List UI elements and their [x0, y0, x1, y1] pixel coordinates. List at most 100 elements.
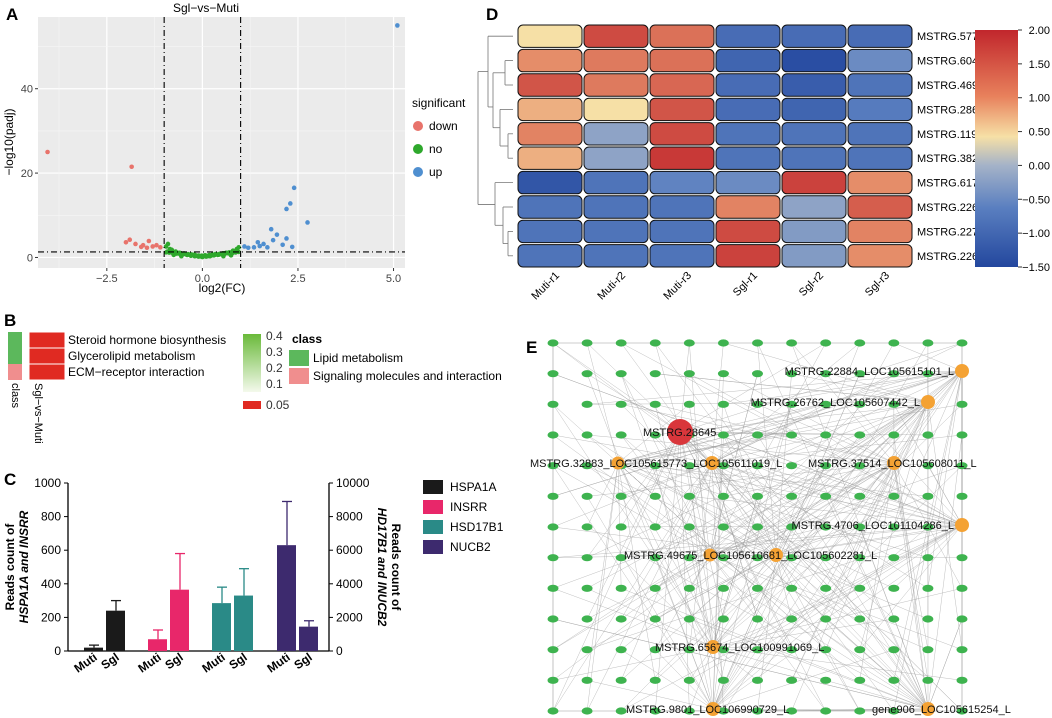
volcano-point-up [274, 232, 280, 237]
e-edge [689, 404, 711, 556]
d-heat-cell [583, 73, 649, 97]
volcano-point-down [123, 239, 129, 245]
d-heat-cell [715, 170, 781, 195]
e-edge [620, 373, 714, 648]
panel-label-a: A [6, 5, 18, 24]
legend-up-marker [413, 167, 423, 177]
e-node [922, 554, 934, 562]
e-edge [709, 465, 963, 556]
e-edge [775, 554, 860, 712]
e-edge [711, 434, 963, 464]
e-node [683, 584, 695, 592]
volcano-point-up [270, 237, 276, 243]
e-edge [586, 434, 777, 556]
d-heat-cell [847, 48, 913, 73]
b-legend-signal-label: Signaling molecules and interaction [313, 369, 502, 383]
e-node [956, 707, 968, 715]
volcano-threshold-lines [38, 17, 405, 268]
e-node [786, 584, 798, 592]
e-node [956, 584, 968, 592]
c-left-tick-label: 0 [54, 644, 61, 658]
e-node [649, 676, 661, 684]
e-edge [552, 342, 681, 433]
e-green-nodes [547, 339, 968, 715]
e-node [786, 646, 798, 654]
e-edge [711, 462, 860, 712]
e-node [956, 462, 968, 470]
d-heat-cell [649, 146, 715, 170]
e-node [854, 431, 866, 439]
e-edge [586, 465, 711, 556]
d-row-label: MSTRG.2271 [917, 226, 984, 238]
e-edge [552, 618, 929, 710]
panel-label-e: E [526, 338, 537, 357]
e-edge [893, 462, 929, 650]
d-heat-cell [583, 24, 649, 48]
panel-label-c: C [4, 470, 16, 489]
e-node [615, 492, 627, 500]
e-node-label: MSTRG.22884_LOC105615101_L [785, 366, 954, 378]
volcano-point-up [289, 244, 295, 250]
e-node [820, 523, 832, 531]
d-heat-cell [649, 48, 715, 73]
c-legend-insrr: INSRR [450, 500, 488, 514]
e-edge [552, 462, 713, 528]
e-edge [775, 554, 929, 681]
volcano-x-label: log2(FC) [199, 281, 246, 295]
c-legend-hspa1a-swatch [423, 480, 443, 494]
e-node [786, 431, 798, 439]
b-class-cell-2 [8, 348, 22, 364]
e-node [547, 400, 559, 408]
c-legend-nucb2: NUCB2 [450, 540, 491, 554]
e-node [752, 370, 763, 378]
e-node [752, 400, 763, 408]
d-dendrogram [477, 35, 513, 257]
volcano-point-down [154, 242, 159, 248]
e-edge [655, 431, 681, 712]
b-colorbar-tick-label: 0.4 [266, 329, 283, 343]
e-node [581, 554, 593, 562]
e-edge [679, 431, 826, 712]
b-colorbar-tick-label: 0.1 [266, 377, 283, 391]
e-edge [679, 342, 963, 433]
d-heat-cell [715, 146, 781, 170]
e-node [752, 339, 763, 347]
e-node [888, 431, 900, 439]
c-bar-insrr [170, 589, 189, 651]
e-node [820, 646, 832, 654]
e-node [547, 462, 559, 470]
e-edge [689, 618, 929, 710]
c-x-label: Sgl [291, 650, 314, 672]
e-node [547, 707, 559, 715]
b-legend-signal-swatch [289, 368, 309, 384]
e-edge [712, 465, 826, 710]
e-node [717, 462, 729, 470]
e-edge [655, 401, 929, 558]
e-edge [617, 462, 928, 558]
d-heat-cell [649, 170, 715, 195]
e-node-label: MSTRG.65674_LOC100991069_L [655, 642, 824, 654]
c-x-label: Muti [264, 650, 292, 676]
volcano-x-ticks: −2.5 0.0 2.5 5.0 [96, 268, 401, 285]
c-x-label: Sgl [226, 650, 249, 672]
e-node [717, 584, 729, 592]
e-edge [712, 557, 792, 710]
e-node [888, 400, 900, 408]
e-edge [711, 462, 963, 712]
e-edges [552, 342, 963, 712]
c-legend-hspa1a: HSPA1A [450, 480, 496, 494]
e-node-label: MSTRG.9801_LOC106990729_L [626, 704, 789, 716]
d-col-label: Sgl-r3 [863, 270, 892, 299]
e-edge [655, 431, 681, 528]
volcano-point-down [158, 245, 163, 250]
c-left-tick-label: 800 [41, 510, 61, 524]
e-node [683, 370, 695, 378]
e-edge [552, 404, 714, 648]
c-x-label: Muti [135, 650, 163, 676]
e-edge [617, 462, 724, 650]
volcano-x-tick-label: 2.5 [290, 273, 305, 285]
volcano-point-up [268, 226, 274, 232]
e-node [786, 707, 798, 715]
d-heat-cell [715, 219, 781, 244]
e-edge [679, 431, 792, 650]
